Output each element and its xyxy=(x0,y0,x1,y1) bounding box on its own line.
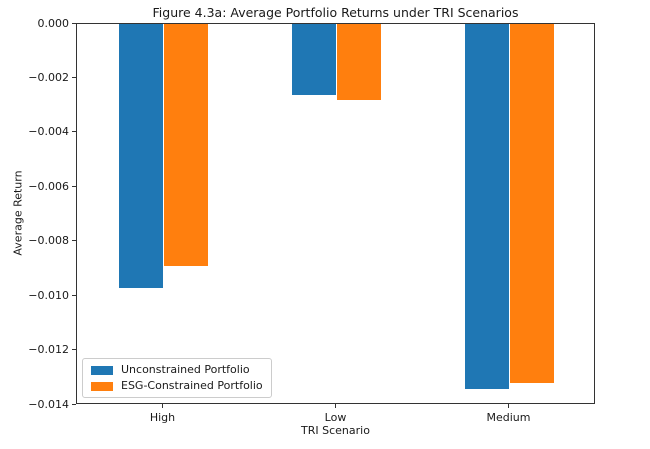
y-tick-label: −0.004 xyxy=(28,125,69,139)
y-tick-label: −0.012 xyxy=(28,343,69,357)
y-tick-mark xyxy=(72,349,76,351)
y-tick-mark xyxy=(72,294,76,296)
y-tick-mark xyxy=(72,403,76,405)
plot-area: Unconstrained Portfolio ESG-Constrained P… xyxy=(76,23,595,404)
x-tick-label-low: Low xyxy=(324,411,347,424)
x-tick-mark xyxy=(335,404,336,408)
legend-label: Unconstrained Portfolio xyxy=(121,363,250,376)
legend-item: Unconstrained Portfolio xyxy=(91,364,263,376)
legend-swatch-icon xyxy=(91,381,113,391)
bar-high-series2 xyxy=(163,24,209,267)
x-axis-label: TRI Scenario xyxy=(301,424,370,437)
y-axis-label: Average Return xyxy=(11,170,25,256)
legend-label: ESG-Constrained Portfolio xyxy=(121,379,263,392)
y-tick-label: −0.006 xyxy=(28,179,69,193)
bar-high-series1 xyxy=(118,24,164,288)
y-tick-mark xyxy=(72,22,76,24)
y-tick-mark xyxy=(72,185,76,187)
legend-item: ESG-Constrained Portfolio xyxy=(91,380,263,392)
x-tick-mark xyxy=(162,404,163,408)
y-tick-mark xyxy=(72,240,76,242)
y-tick-label: 0.000 xyxy=(37,16,70,30)
x-tick-mark xyxy=(508,404,509,408)
bar-medium-series1 xyxy=(464,24,510,389)
chart-title: Figure 4.3a: Average Portfolio Returns u… xyxy=(152,5,519,20)
y-tick-label: −0.008 xyxy=(28,234,69,248)
bar-low-series1 xyxy=(291,24,337,95)
y-tick-label: −0.010 xyxy=(28,288,69,302)
y-tick-label: −0.002 xyxy=(28,70,69,84)
bar-medium-series2 xyxy=(509,24,555,384)
legend: Unconstrained Portfolio ESG-Constrained P… xyxy=(82,358,272,398)
x-tick-label-medium: Medium xyxy=(486,411,531,424)
bar-low-series2 xyxy=(336,24,382,101)
x-tick-label-high: High xyxy=(149,411,176,424)
legend-swatch-icon xyxy=(91,365,113,375)
y-tick-mark xyxy=(72,76,76,78)
y-tick-mark xyxy=(72,131,76,133)
y-tick-label: −0.014 xyxy=(28,397,69,411)
